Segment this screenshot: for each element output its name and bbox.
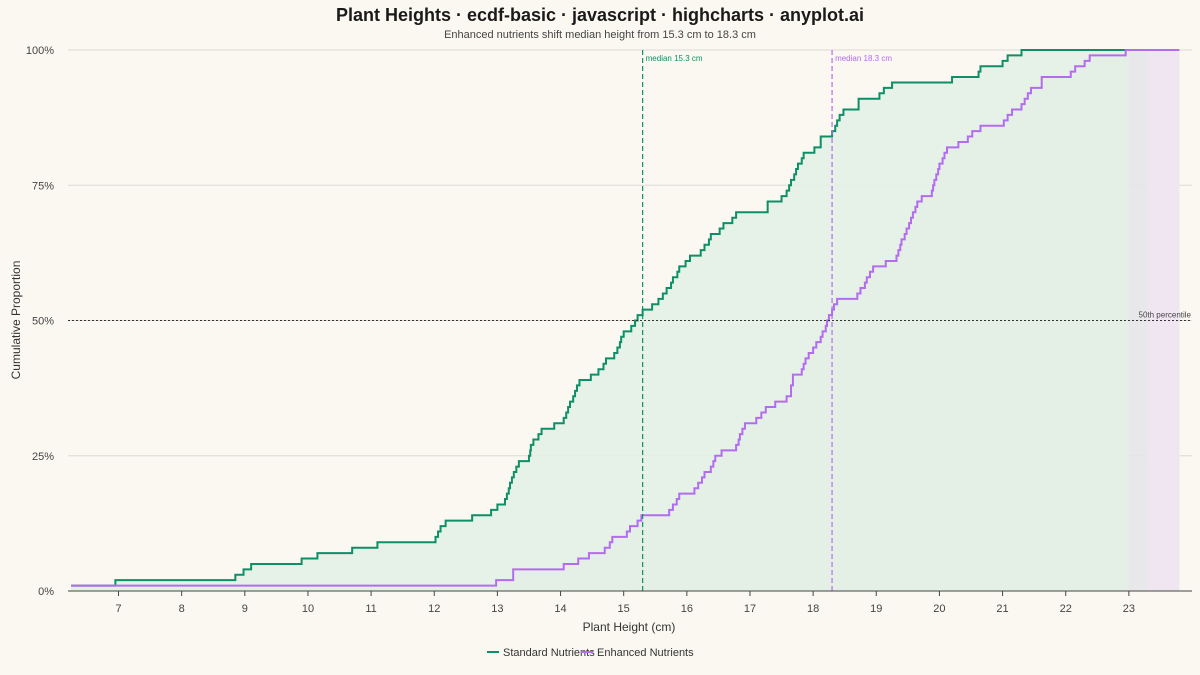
median-label: median 15.3 cm — [646, 54, 703, 63]
y-tick-label: 0% — [38, 586, 54, 598]
x-tick-label: 16 — [681, 603, 693, 615]
x-tick-label: 12 — [428, 603, 440, 615]
x-tick-label: 20 — [933, 603, 945, 615]
x-tick-label: 11 — [365, 603, 376, 615]
x-tick-label: 8 — [179, 603, 185, 615]
x-tick-label: 7 — [115, 603, 121, 615]
x-tick-label: 23 — [1123, 603, 1135, 615]
series-area-standard — [71, 50, 1129, 591]
x-tick-label: 21 — [996, 603, 1008, 615]
y-tick-label: 100% — [26, 45, 54, 57]
legend-item-label: Enhanced Nutrients — [597, 647, 694, 659]
median-label: median 18.3 cm — [835, 54, 892, 63]
series-line-standard — [71, 49, 1129, 587]
x-tick-label: 18 — [807, 603, 819, 615]
legend: Standard Nutrients Enhanced Nutrients — [487, 647, 694, 659]
x-tick-label: 13 — [491, 603, 503, 615]
x-tick-label: 19 — [870, 603, 882, 615]
x-axis-title: Plant Height (cm) — [583, 620, 676, 634]
x-tick-label: 9 — [242, 603, 248, 615]
x-tick-label: 14 — [554, 603, 566, 615]
reference-lines: 50th percentile median 15.3 cm median 18.3… — [68, 50, 1192, 591]
y-tick-label: 50% — [32, 316, 54, 328]
x-tick-label: 17 — [744, 603, 756, 615]
chart-subtitle: Enhanced nutrients shift median height f… — [444, 29, 756, 41]
x-tick-label: 22 — [1060, 603, 1072, 615]
chart-title: Plant Heights · ecdf-basic · javascript … — [336, 5, 864, 25]
area-fills — [71, 50, 1180, 591]
y-tick-label: 25% — [32, 451, 54, 463]
legend-item-label: Standard Nutrients — [503, 647, 595, 659]
reference-line-label: 50th percentile — [1139, 311, 1192, 320]
y-tick-label: 75% — [32, 180, 54, 192]
x-tick-label: 10 — [302, 603, 314, 615]
x-tick-label: 15 — [618, 603, 630, 615]
y-axis-title: Cumulative Proportion — [9, 261, 23, 380]
axes: 0% 25% 50% 75% 100% 7 8 9 10 11 12 13 14 15 16 17 18 19 20… — [26, 45, 1192, 615]
